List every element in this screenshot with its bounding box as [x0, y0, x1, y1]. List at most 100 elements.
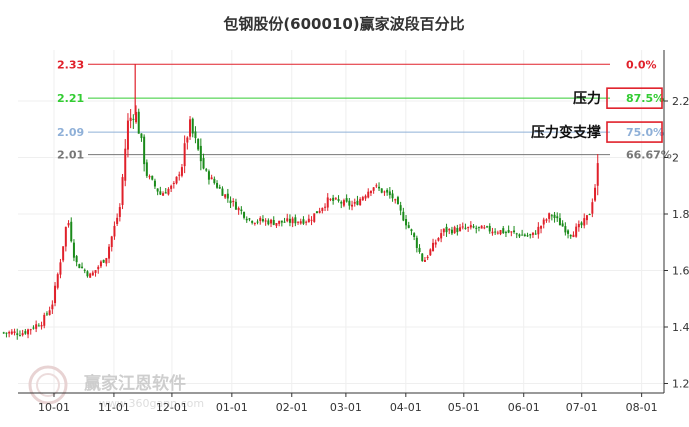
candle-body: [429, 249, 432, 256]
candle-body: [8, 332, 11, 334]
candle-body: [334, 198, 337, 200]
candle-body: [10, 331, 13, 334]
candle-body: [18, 335, 21, 337]
candle-body: [2, 332, 5, 334]
level-price-label: 2.21: [57, 92, 84, 105]
candle-body: [245, 218, 248, 221]
candle-body: [405, 219, 408, 226]
candle-body: [521, 234, 524, 236]
candle-body: [75, 256, 78, 263]
candle-body: [550, 215, 553, 217]
candle-body: [534, 233, 537, 235]
candle-body: [232, 201, 235, 203]
y-tick-label: 2.2: [672, 95, 689, 108]
candle-body: [337, 199, 340, 201]
candle-body: [51, 304, 54, 310]
level-percent-label: 0.0%: [626, 58, 657, 71]
candle-body: [450, 229, 453, 234]
candle-body: [556, 216, 559, 219]
candle-body: [108, 246, 111, 259]
candle-body: [72, 242, 75, 258]
candle-body: [448, 229, 451, 231]
annotation-box: [606, 121, 663, 143]
candle-body: [291, 218, 294, 224]
candle-body: [445, 226, 448, 233]
candle-body: [13, 331, 16, 333]
candle-body: [410, 229, 413, 232]
candle-body: [407, 225, 410, 228]
candle-body: [294, 217, 297, 224]
candle-body: [113, 225, 116, 237]
candle-body: [197, 139, 200, 150]
candle-body: [399, 205, 402, 211]
level-percent-label: 87.5%: [626, 92, 664, 105]
level-percent-label: 75.0%: [626, 126, 664, 139]
candle-body: [461, 226, 464, 228]
candle-body: [45, 313, 48, 315]
candle-body: [437, 238, 440, 241]
candle-body: [261, 219, 264, 222]
candle-body: [40, 325, 43, 327]
candle-body: [272, 219, 275, 225]
candle-body: [237, 208, 240, 211]
y-tick-label: 1.8: [672, 208, 689, 221]
candle-body: [243, 212, 246, 218]
chart-title: 包钢股份(600010)赢家波段百分比: [223, 15, 464, 33]
candle-body: [37, 325, 40, 327]
candle-body: [361, 197, 364, 201]
axes: 10-01 11-01 12-01 01-01 02-01 03-01 04-01 05-01…: [18, 50, 689, 414]
candle-body: [29, 329, 32, 331]
candle-body: [464, 227, 467, 229]
candle-body: [321, 207, 324, 211]
candle-body: [558, 218, 561, 226]
level-lines: 2.33 0.0% 2.21 87.5% 2.09 75.0% 2.01 66.67%: [57, 58, 672, 161]
candle-body: [342, 200, 345, 206]
candle-body: [364, 195, 367, 199]
candle-body: [167, 188, 170, 195]
candle-body: [97, 266, 100, 270]
candle-body: [67, 223, 70, 226]
candle-body: [183, 143, 186, 167]
candle-body: [156, 188, 159, 192]
candle-body: [267, 220, 270, 225]
candle-body: [99, 261, 102, 267]
candle-body: [118, 207, 121, 217]
y-tick-label: 1.4: [672, 321, 689, 334]
candle-body: [564, 226, 567, 233]
candle-body: [172, 183, 175, 185]
candle-body: [105, 258, 108, 264]
candle-body: [326, 197, 329, 208]
candle-body: [540, 225, 543, 229]
candle-body: [526, 235, 529, 237]
candle-body: [329, 198, 332, 200]
candle-body: [513, 230, 516, 233]
candle-body: [596, 163, 599, 186]
candle-body: [507, 230, 510, 233]
candle-body: [275, 223, 278, 226]
candle-body: [472, 226, 475, 228]
candle-body: [575, 226, 578, 237]
candle-body: [394, 199, 397, 201]
candle-body: [418, 247, 421, 253]
candle-body: [569, 235, 572, 237]
candle-body: [426, 256, 429, 259]
candle-body: [477, 226, 480, 228]
candle-body: [307, 218, 310, 223]
candle-body: [494, 231, 497, 233]
candle-body: [110, 236, 113, 248]
level-percent-label: 66.67%: [626, 149, 672, 162]
candle-body: [27, 329, 30, 335]
x-tick-label: 05-01: [448, 401, 480, 414]
candle-body: [305, 221, 308, 223]
level-price-label: 2.33: [57, 58, 84, 71]
x-tick-label: 02-01: [276, 401, 308, 414]
chart-grid: [18, 50, 664, 393]
candle-body: [391, 193, 394, 199]
watermark-logo: [28, 365, 68, 405]
x-tick-label: 11-01: [98, 401, 130, 414]
candle-body: [351, 204, 354, 207]
candle-body: [202, 158, 205, 169]
level-price-label: 2.01: [57, 149, 84, 162]
candle-body: [210, 177, 213, 180]
